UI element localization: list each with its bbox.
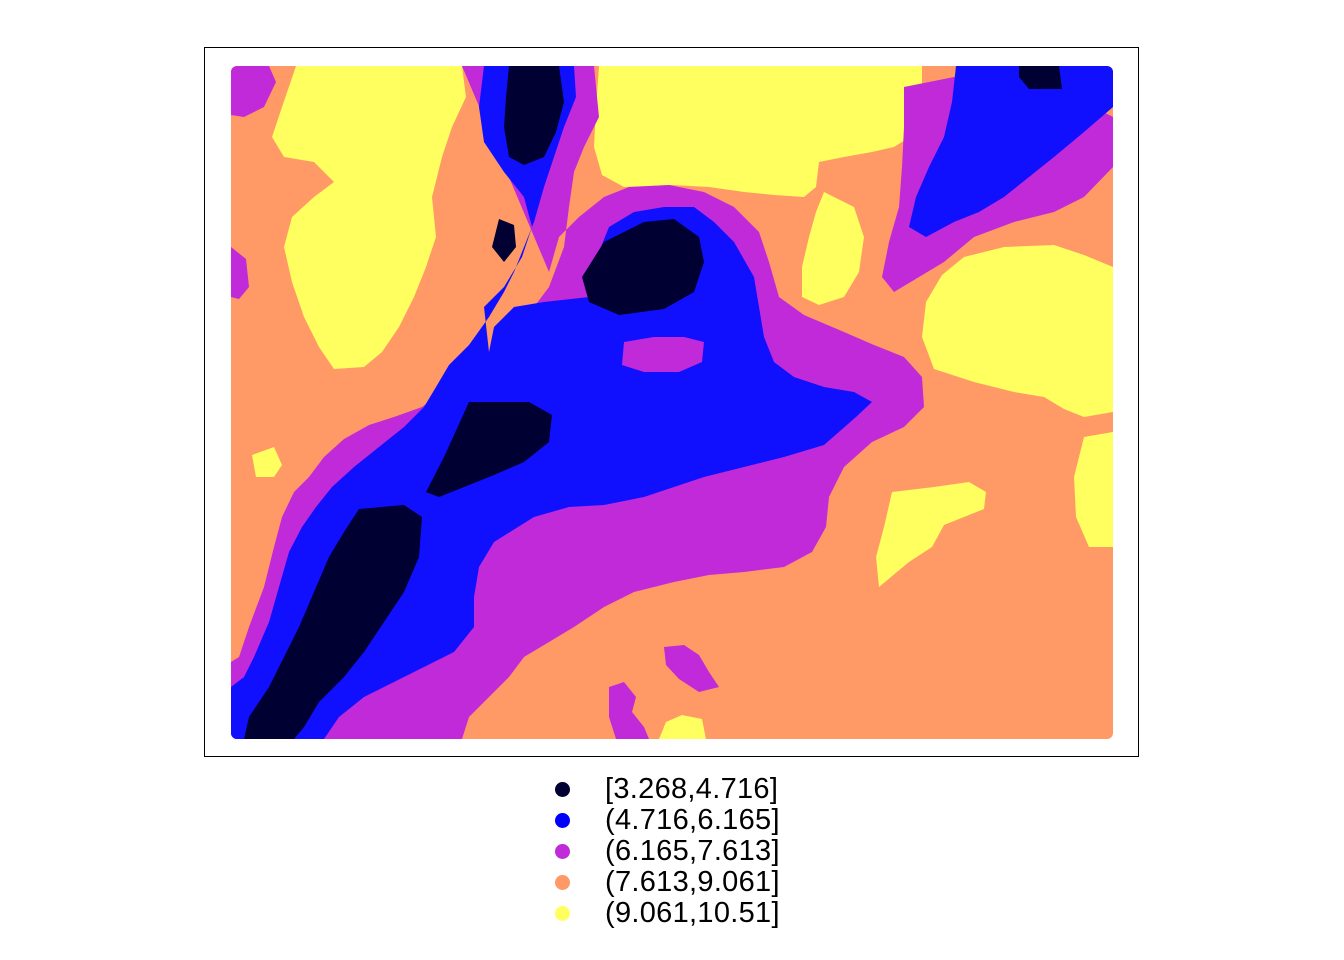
map-legend: [3.268,4.716] (4.716,6.165] (6.165,7.613… bbox=[548, 774, 780, 929]
legend-item: [3.268,4.716] bbox=[548, 774, 780, 805]
legend-swatch-dot bbox=[555, 875, 570, 890]
map-layer-class-5 bbox=[252, 66, 1113, 739]
map-region-class-3 bbox=[231, 247, 249, 299]
map-region-class-1 bbox=[582, 219, 704, 315]
legend-item: (6.165,7.613] bbox=[548, 836, 780, 867]
map-region-class-5 bbox=[1074, 432, 1113, 547]
legend-item-label: (6.165,7.613] bbox=[605, 835, 780, 867]
map-region-class-1 bbox=[244, 505, 422, 739]
map-region-class-1 bbox=[492, 219, 516, 262]
legend-item: (9.061,10.51] bbox=[548, 898, 780, 929]
map-region-class-3 bbox=[609, 682, 649, 739]
legend-item: (7.613,9.061] bbox=[548, 867, 780, 898]
legend-swatch-dot bbox=[555, 782, 570, 797]
map-region-class-3 bbox=[622, 337, 704, 372]
map-region-class-5 bbox=[802, 192, 864, 305]
map-region-class-5 bbox=[659, 715, 706, 739]
legend-swatch-dot bbox=[555, 844, 570, 859]
map-region-class-1 bbox=[1019, 66, 1062, 89]
map-region-class-1 bbox=[504, 66, 564, 165]
map-region-class-1 bbox=[426, 402, 552, 497]
legend-swatch-dot bbox=[555, 813, 570, 828]
map-region-class-3 bbox=[506, 547, 522, 572]
legend-item-label: (9.061,10.51] bbox=[605, 897, 780, 929]
map-layer-class-1 bbox=[244, 66, 1062, 739]
legend-item: (4.716,6.165] bbox=[548, 805, 780, 836]
map-panel-border bbox=[204, 47, 1139, 757]
legend-swatch-dot bbox=[555, 906, 570, 921]
map-region-class-3 bbox=[664, 645, 719, 692]
legend-item-label: [3.268,4.716] bbox=[605, 773, 779, 805]
map-region-class-5 bbox=[876, 482, 986, 587]
legend-item-label: (7.613,9.061] bbox=[605, 866, 780, 898]
map-region-class-5 bbox=[272, 66, 466, 369]
map-region-class-5 bbox=[252, 447, 282, 477]
map-region-class-2 bbox=[909, 66, 1113, 237]
map-region-class-5 bbox=[594, 66, 922, 197]
legend-item-label: (4.716,6.165] bbox=[605, 804, 780, 836]
map-region-class-5 bbox=[922, 245, 1113, 417]
map-region-class-3 bbox=[231, 66, 276, 117]
map-panel bbox=[231, 66, 1113, 739]
